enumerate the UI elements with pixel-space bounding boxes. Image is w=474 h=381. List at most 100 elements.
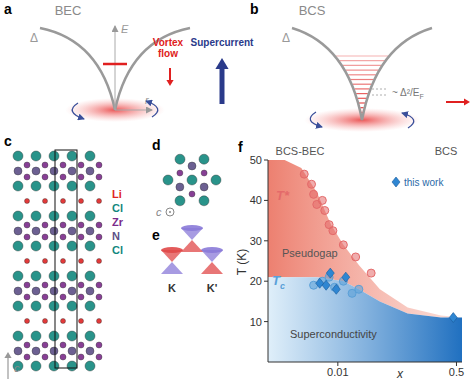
atom (31, 181, 41, 191)
spacing-guide (372, 95, 388, 96)
atom (85, 361, 95, 371)
atom (14, 167, 22, 175)
panel-label: a (4, 1, 12, 17)
atom (32, 227, 40, 235)
atom-legend-label: Cl (112, 202, 123, 214)
spacing-guide (372, 89, 388, 90)
y-tick-label: 40 (250, 194, 262, 206)
atom-legend-label: Cl (112, 244, 123, 256)
figure: aBECErΔVortexflowSupercurrentbBCSΔ~ Δ²/E… (0, 0, 474, 381)
valley-label: K (168, 282, 176, 294)
atom (85, 301, 95, 311)
phase-region (268, 277, 462, 362)
atom (14, 227, 22, 235)
atom (50, 287, 58, 295)
atom (49, 301, 59, 311)
dirac-cone (161, 262, 183, 274)
atom (86, 287, 94, 295)
panel-label: d (152, 137, 161, 153)
atom (78, 342, 84, 348)
energy-axis (115, 26, 116, 110)
atom (24, 354, 30, 360)
atom (42, 282, 48, 288)
quasiparticle-level (339, 60, 384, 61)
valley-label: K' (207, 282, 218, 294)
quasiparticle-level (350, 79, 373, 80)
data-point (308, 180, 316, 188)
atom (79, 199, 84, 204)
atom (78, 162, 84, 168)
atom (49, 361, 59, 371)
c-axis-arrow-head (4, 352, 11, 358)
quasiparticle-level (358, 98, 367, 99)
atom (24, 222, 30, 228)
atom (13, 181, 23, 191)
data-point (318, 196, 326, 204)
atom (32, 167, 40, 175)
vortex-flow-label: flow (158, 48, 178, 59)
atom (61, 319, 66, 324)
atom (96, 174, 102, 180)
atom (78, 174, 84, 180)
atom (68, 287, 76, 295)
atom (188, 162, 196, 170)
atom (43, 319, 48, 324)
x-tick-label: 0.5 (449, 366, 464, 378)
data-point (316, 278, 324, 288)
atom (50, 227, 58, 235)
plot-area (268, 160, 462, 362)
atom (42, 162, 48, 168)
circulation-arrow (402, 113, 414, 128)
level-spacing-label: ~ Δ²/EF (392, 87, 424, 100)
atom (85, 181, 95, 191)
atom-legend-label: N (112, 230, 120, 242)
atom (13, 241, 23, 251)
atom (67, 181, 77, 191)
atom (68, 227, 76, 235)
atom (49, 331, 59, 341)
atom (31, 331, 41, 341)
c-axis-arrow (7, 358, 8, 379)
quasiparticle-level (346, 69, 379, 70)
atom (43, 199, 48, 204)
atom (60, 282, 66, 288)
atom (49, 241, 59, 251)
dirac-cone-top (201, 247, 223, 253)
atom (97, 199, 102, 204)
atom (68, 347, 76, 355)
panel-title: BCS (299, 3, 326, 18)
atom (25, 319, 30, 324)
atom (24, 342, 30, 348)
atom (61, 259, 66, 264)
data-point (449, 313, 457, 323)
legend-symbol (392, 177, 400, 187)
atom (78, 354, 84, 360)
data-point (329, 227, 337, 235)
data-point (367, 269, 375, 277)
atom (96, 282, 102, 288)
circulation-arrow (146, 101, 158, 117)
y-axis-label: T (K) (235, 249, 249, 275)
atom (43, 259, 48, 264)
axis-label: c (14, 362, 20, 374)
data-point (352, 253, 360, 261)
data-point (300, 170, 308, 178)
vortex-arrow (169, 68, 171, 80)
atom (163, 175, 173, 185)
out-of-plane-symbol (166, 208, 174, 216)
atom (67, 301, 77, 311)
data-point (332, 284, 340, 294)
quasiparticle-level (356, 93, 368, 94)
atom (24, 162, 30, 168)
x-axis-line (268, 362, 462, 363)
dirac-cone (201, 262, 223, 274)
atom (86, 227, 94, 235)
atom (50, 167, 58, 175)
atom (61, 199, 66, 204)
atom (60, 342, 66, 348)
panel-label: e (152, 227, 160, 243)
regime-label: BCS-BEC (276, 145, 325, 157)
atom (189, 191, 195, 197)
out-of-plane-dot (169, 211, 171, 213)
atom (96, 294, 102, 300)
